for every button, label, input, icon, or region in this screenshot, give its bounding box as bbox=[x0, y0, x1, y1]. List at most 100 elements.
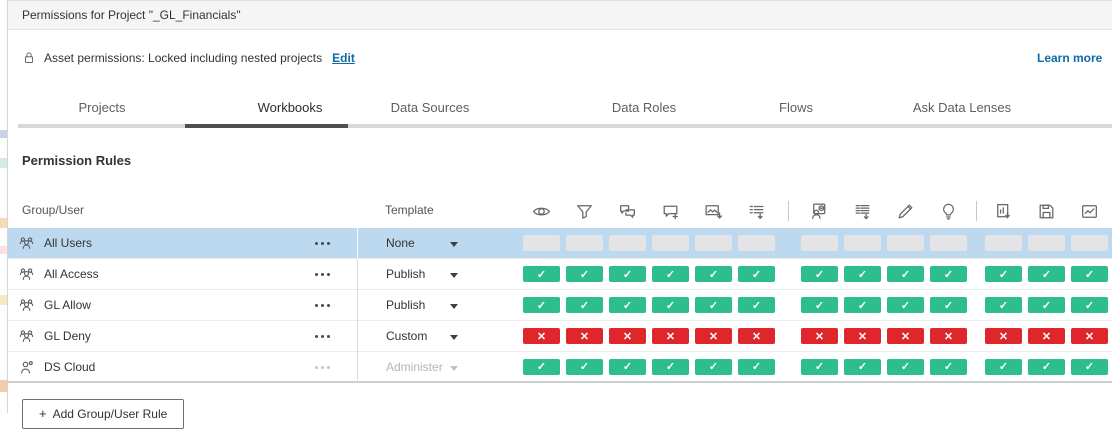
download-summary-data-icon bbox=[746, 201, 767, 222]
capability-cell-allow[interactable]: ✓ bbox=[1071, 266, 1108, 282]
learn-more-link[interactable]: Learn more bbox=[1037, 51, 1102, 65]
group-icon bbox=[18, 266, 35, 283]
capability-cell-allow[interactable]: ✓ bbox=[930, 297, 967, 313]
template-dropdown[interactable]: Custom bbox=[357, 321, 509, 352]
capability-cell-allow[interactable]: ✓ bbox=[523, 359, 560, 375]
capability-cell-deny[interactable]: ✕ bbox=[523, 328, 560, 344]
capability-cell-allow[interactable]: ✓ bbox=[1028, 297, 1065, 313]
capability-cell-deny[interactable]: ✕ bbox=[566, 328, 603, 344]
capability-cell-allow[interactable]: ✓ bbox=[887, 297, 924, 313]
capability-cell-allow[interactable]: ✓ bbox=[844, 266, 881, 282]
tab-underline bbox=[18, 124, 1112, 128]
capability-cell-allow[interactable]: ✓ bbox=[523, 297, 560, 313]
download-full-data-icon bbox=[852, 201, 873, 222]
capability-cell-allow[interactable]: ✓ bbox=[1028, 266, 1065, 282]
capability-cell-none[interactable] bbox=[609, 235, 646, 251]
capability-cell-allow[interactable]: ✓ bbox=[652, 359, 689, 375]
capability-cell-allow[interactable]: ✓ bbox=[695, 266, 732, 282]
capability-cell-none[interactable] bbox=[695, 235, 732, 251]
capability-cell-allow[interactable]: ✓ bbox=[844, 297, 881, 313]
capability-cells: ✓ ✓ ✓ ✓ ✓ ✓ ✓ ✓ ✓ ✓ ✓ ✓ ✓ bbox=[520, 352, 1112, 381]
capability-cell-allow[interactable]: ✓ bbox=[887, 266, 924, 282]
capability-cells: ✓ ✓ ✓ ✓ ✓ ✓ ✓ ✓ ✓ ✓ ✓ ✓ ✓ bbox=[520, 259, 1112, 289]
capability-cell-allow[interactable]: ✓ bbox=[1071, 359, 1108, 375]
capability-cell-deny[interactable]: ✕ bbox=[1028, 328, 1065, 344]
capability-cell-allow[interactable]: ✓ bbox=[985, 266, 1022, 282]
capability-cell-deny[interactable]: ✕ bbox=[738, 328, 775, 344]
capability-cell-allow[interactable]: ✓ bbox=[887, 359, 924, 375]
capability-cell-deny[interactable]: ✕ bbox=[652, 328, 689, 344]
capability-cell-none[interactable] bbox=[566, 235, 603, 251]
add-rule-label: Add Group/User Rule bbox=[53, 407, 168, 421]
more-options-icon[interactable] bbox=[304, 321, 340, 352]
capability-cell-allow[interactable]: ✓ bbox=[695, 359, 732, 375]
capability-cell-allow[interactable]: ✓ bbox=[930, 359, 967, 375]
capability-cell-allow[interactable]: ✓ bbox=[985, 297, 1022, 313]
capability-cell-deny[interactable]: ✕ bbox=[695, 328, 732, 344]
capability-cell-allow[interactable]: ✓ bbox=[566, 359, 603, 375]
capability-cell-none[interactable] bbox=[523, 235, 560, 251]
capability-cell-allow[interactable]: ✓ bbox=[523, 266, 560, 282]
more-options-icon[interactable] bbox=[304, 352, 340, 383]
tab-ask-data-lenses[interactable]: Ask Data Lenses bbox=[913, 100, 1011, 115]
template-dropdown[interactable]: Administer bbox=[357, 352, 509, 383]
capability-cell-none[interactable] bbox=[930, 235, 967, 251]
capability-cell-none[interactable] bbox=[801, 235, 838, 251]
capability-cell-allow[interactable]: ✓ bbox=[801, 359, 838, 375]
capability-cell-allow[interactable]: ✓ bbox=[801, 266, 838, 282]
capability-cell-deny[interactable]: ✕ bbox=[844, 328, 881, 344]
edit-link[interactable]: Edit bbox=[332, 51, 355, 65]
more-options-icon[interactable] bbox=[304, 228, 340, 259]
capability-cell-allow[interactable]: ✓ bbox=[652, 297, 689, 313]
template-dropdown[interactable]: None bbox=[357, 228, 509, 259]
capability-cell-deny[interactable]: ✕ bbox=[985, 328, 1022, 344]
capability-cell-allow[interactable]: ✓ bbox=[930, 266, 967, 282]
template-dropdown[interactable]: Publish bbox=[357, 290, 509, 321]
tab-projects[interactable]: Projects bbox=[79, 100, 126, 115]
capability-cell-allow[interactable]: ✓ bbox=[695, 297, 732, 313]
capability-cell-allow[interactable]: ✓ bbox=[609, 297, 646, 313]
capability-cell-none[interactable] bbox=[1028, 235, 1065, 251]
tab-workbooks[interactable]: Workbooks bbox=[258, 100, 323, 115]
template-value: Publish bbox=[386, 259, 425, 290]
capability-cell-allow[interactable]: ✓ bbox=[738, 266, 775, 282]
capability-cell-allow[interactable]: ✓ bbox=[844, 359, 881, 375]
capability-cell-allow[interactable]: ✓ bbox=[566, 297, 603, 313]
capability-cell-allow[interactable]: ✓ bbox=[609, 359, 646, 375]
tab-data-roles[interactable]: Data Roles bbox=[612, 100, 676, 115]
capability-cell-none[interactable] bbox=[1071, 235, 1108, 251]
template-dropdown[interactable]: Publish bbox=[357, 259, 509, 290]
capability-cell-allow[interactable]: ✓ bbox=[738, 359, 775, 375]
capability-cell-allow[interactable]: ✓ bbox=[1071, 297, 1108, 313]
capability-cell-allow[interactable]: ✓ bbox=[1028, 359, 1065, 375]
capability-cell-allow[interactable]: ✓ bbox=[566, 266, 603, 282]
capability-cell-allow[interactable]: ✓ bbox=[652, 266, 689, 282]
capability-cell-deny[interactable]: ✕ bbox=[930, 328, 967, 344]
more-options-icon[interactable] bbox=[304, 290, 340, 321]
capability-cell-allow[interactable]: ✓ bbox=[738, 297, 775, 313]
capability-cell-none[interactable] bbox=[887, 235, 924, 251]
capability-cell-none[interactable] bbox=[738, 235, 775, 251]
capability-cell-none[interactable] bbox=[844, 235, 881, 251]
tab-flows[interactable]: Flows bbox=[779, 100, 813, 115]
capability-cell-deny[interactable]: ✕ bbox=[887, 328, 924, 344]
capability-cell-allow[interactable]: ✓ bbox=[801, 297, 838, 313]
capability-cell-deny[interactable]: ✕ bbox=[801, 328, 838, 344]
capability-cell-deny[interactable]: ✕ bbox=[1071, 328, 1108, 344]
more-options-icon[interactable] bbox=[304, 259, 340, 290]
capability-cell-none[interactable] bbox=[652, 235, 689, 251]
asset-permissions-bar: Asset permissions: Locked including nest… bbox=[22, 50, 355, 65]
add-group-user-rule-button[interactable]: +Add Group/User Rule bbox=[22, 399, 184, 429]
capability-cell-allow[interactable]: ✓ bbox=[985, 359, 1022, 375]
capability-cell-deny[interactable]: ✕ bbox=[609, 328, 646, 344]
tab-data-sources[interactable]: Data Sources bbox=[391, 100, 470, 115]
capability-cell-none[interactable] bbox=[985, 235, 1022, 251]
capability-cell-allow[interactable]: ✓ bbox=[609, 266, 646, 282]
capability-cells: ✕ ✕ ✕ ✕ ✕ ✕ ✕ ✕ ✕ ✕ ✕ ✕ ✕ bbox=[520, 321, 1112, 351]
column-header-template: Template bbox=[385, 203, 434, 217]
